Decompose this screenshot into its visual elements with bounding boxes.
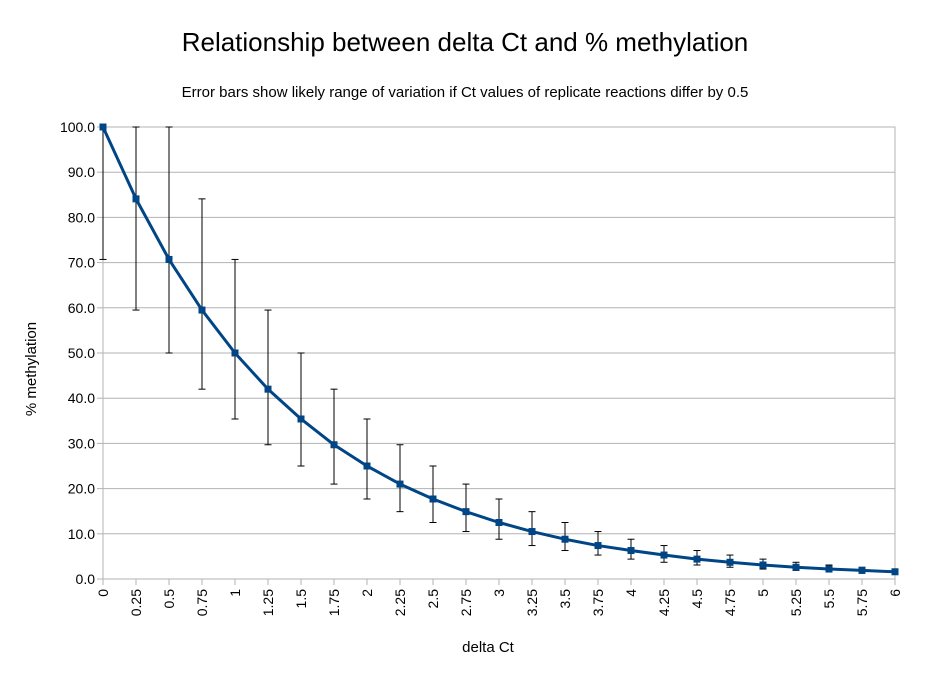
data-point xyxy=(825,565,833,573)
x-tick-label: 2.25 xyxy=(392,589,408,616)
x-tick-label: 0.75 xyxy=(194,589,210,616)
x-tick-label: 5.25 xyxy=(788,589,804,616)
data-point xyxy=(561,535,569,543)
y-tick-label: 50.0 xyxy=(68,345,95,361)
x-tick-label: 3.5 xyxy=(557,589,573,609)
x-tick-label: 4 xyxy=(623,589,639,597)
y-tick-label: 0.0 xyxy=(76,571,96,587)
data-point xyxy=(462,508,470,516)
y-tick-label: 70.0 xyxy=(68,255,95,271)
error-bars xyxy=(99,126,899,575)
gridlines xyxy=(97,126,895,580)
y-tick-label: 40.0 xyxy=(68,390,95,406)
data-point xyxy=(165,255,173,263)
y-axis-ticks: 0.0 10.0 20.0 30.0 40.0 50.0 60.0 70.0 80.0 90.0 1… xyxy=(60,119,95,587)
y-tick-label: 80.0 xyxy=(68,209,95,225)
data-point xyxy=(297,415,305,423)
y-tick-label: 30.0 xyxy=(68,435,95,451)
y-tick-label: 10.0 xyxy=(68,526,95,542)
x-tick-label: 4.25 xyxy=(656,589,672,616)
x-tick-label: 2.5 xyxy=(425,589,441,609)
x-tick-label: 4.75 xyxy=(722,589,738,616)
x-axis-label: delta Ct xyxy=(462,639,515,656)
y-tick-label: 60.0 xyxy=(68,300,95,316)
x-tick-label: 5 xyxy=(755,589,771,597)
x-tick-label: 1.25 xyxy=(260,589,276,616)
data-point xyxy=(330,441,338,449)
data-point xyxy=(363,462,371,470)
x-tick-label: 1.5 xyxy=(293,589,309,609)
data-point xyxy=(132,195,140,203)
x-tick-label: 4.5 xyxy=(689,589,705,609)
data-point xyxy=(396,480,404,488)
data-point xyxy=(528,528,536,536)
x-tick-label: 3.25 xyxy=(524,589,540,616)
y-tick-label: 90.0 xyxy=(68,164,95,180)
data-point xyxy=(264,385,272,393)
data-point xyxy=(858,566,866,574)
data-point xyxy=(792,563,800,571)
chart-title: Relationship between delta Ct and % meth… xyxy=(182,27,749,57)
x-tick-label: 6 xyxy=(887,589,903,597)
data-point xyxy=(198,306,206,314)
data-point xyxy=(660,551,668,559)
x-tick-label: 1.75 xyxy=(326,589,342,616)
x-tick-label: 2.75 xyxy=(458,589,474,616)
data-point xyxy=(99,123,107,131)
x-tick-label: 0.5 xyxy=(161,589,177,609)
x-tick-label: 3.75 xyxy=(590,589,606,616)
data-point xyxy=(891,568,899,576)
x-tick-label: 0.25 xyxy=(128,589,144,616)
y-tick-label: 20.0 xyxy=(68,481,95,497)
x-axis-ticks: 0 0.25 0.5 0.75 1 1.25 1.5 1.75 2 2.25 2.5 2.75 3 3.2… xyxy=(95,579,903,616)
y-tick-label: 100.0 xyxy=(60,119,95,135)
data-point xyxy=(627,547,635,555)
chart-subtitle: Error bars show likely range of variatio… xyxy=(182,84,749,101)
x-tick-label: 1 xyxy=(227,589,243,597)
data-point xyxy=(759,561,767,569)
x-tick-label: 5.5 xyxy=(821,589,837,609)
data-point xyxy=(726,558,734,566)
series-layer xyxy=(99,123,899,576)
x-tick-label: 5.75 xyxy=(854,589,870,616)
x-tick-label: 0 xyxy=(95,589,111,597)
x-tick-label: 2 xyxy=(359,589,375,597)
data-point xyxy=(495,519,503,526)
data-point xyxy=(693,555,701,563)
data-point xyxy=(594,542,602,550)
data-point xyxy=(429,495,437,503)
data-point xyxy=(231,349,239,357)
y-axis-label: % methylation xyxy=(23,322,40,416)
x-tick-label: 3 xyxy=(491,589,507,597)
